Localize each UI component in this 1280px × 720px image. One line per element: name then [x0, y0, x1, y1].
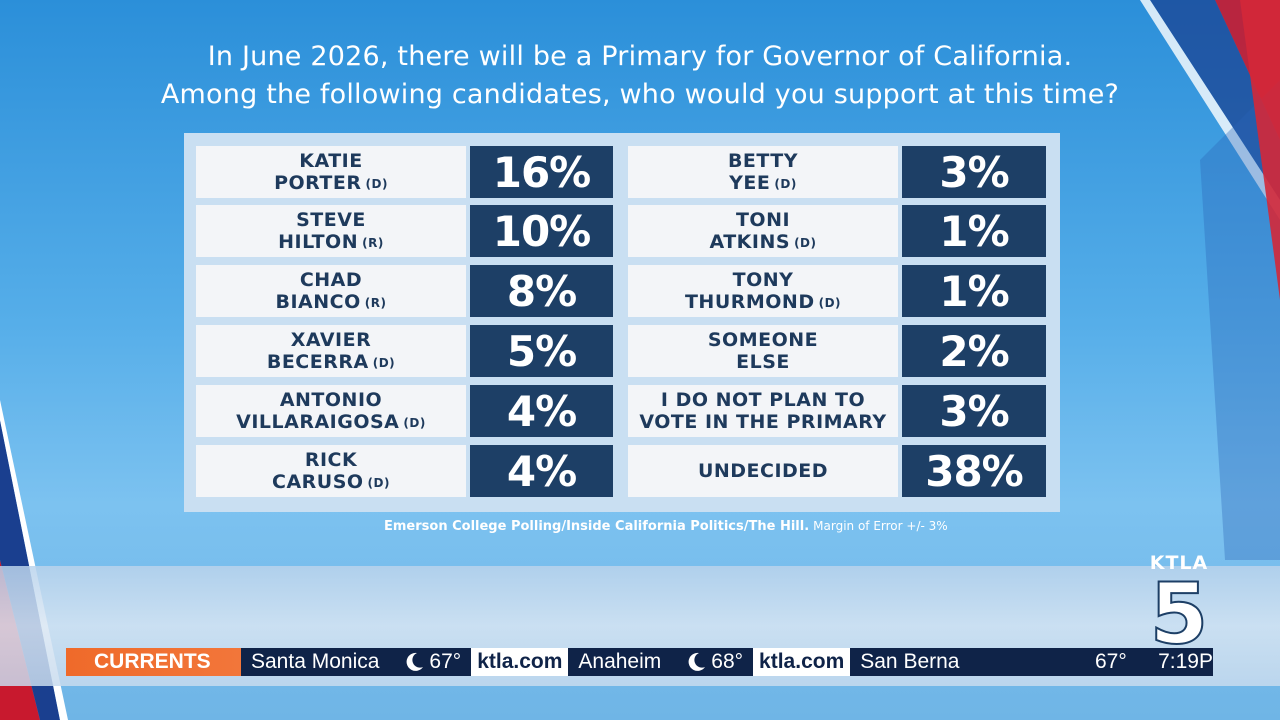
ticker-city: Santa Monica	[251, 650, 380, 673]
moon-icon	[407, 652, 424, 671]
candidate-name-line-2: THURMOND (D)	[685, 291, 841, 314]
candidate-name: SOMEONE ELSE	[628, 325, 898, 377]
station-logo: KTLA 5	[1141, 552, 1217, 663]
clock-temp: 67°	[1095, 650, 1127, 673]
candidate-name: BETTY YEE (D)	[628, 146, 898, 198]
candidate-surname: ATKINS	[709, 230, 791, 253]
candidate-name-line-2: ATKINS (D)	[709, 231, 816, 254]
ticker-item: Anaheim 68° ktla.com	[568, 648, 851, 676]
source-text: Emerson College Polling/Inside Californi…	[384, 519, 810, 534]
ticker-item: Santa Monica 67° ktla.com	[241, 648, 569, 676]
source-note: Emerson College Polling/Inside Californi…	[384, 519, 948, 534]
moon-icon	[688, 652, 706, 671]
margin-of-error: Margin of Error +/- 3%	[813, 519, 948, 533]
candidate-name-line-1: XAVIER	[290, 328, 372, 351]
party-affiliation: (D)	[794, 235, 817, 250]
candidate-name: KATIE PORTER (D)	[196, 146, 466, 198]
candidate-surname: VILLARAIGOSA	[236, 410, 400, 433]
candidate-name-line-2: CARUSO (D)	[272, 471, 390, 494]
headline-line-2: Among the following candidates, who woul…	[160, 79, 1120, 110]
party-affiliation: (R)	[362, 235, 384, 250]
support-percentage: 1%	[902, 265, 1046, 317]
clock-time: 7:19P	[1158, 650, 1213, 673]
candidate-name-line-1: SOMEONE	[707, 329, 819, 351]
support-percentage: 2%	[902, 325, 1046, 377]
candidate-surname: CARUSO	[272, 470, 364, 493]
candidate-name-line-2: VILLARAIGOSA (D)	[236, 411, 426, 434]
ticker-temp: 67°	[429, 650, 462, 673]
party-affiliation: (D)	[365, 176, 388, 191]
ticker-temp: 68°	[711, 650, 744, 673]
ticker-site-link: ktla.com	[753, 648, 851, 676]
candidate-name-line-2: HILTON (R)	[278, 231, 384, 254]
candidate-surname: BIANCO	[275, 290, 361, 313]
support-percentage: 5%	[470, 325, 613, 377]
candidate-name-line-1: STEVE	[296, 208, 366, 231]
support-percentage: 10%	[470, 205, 613, 257]
candidate-surname: ELSE	[736, 351, 790, 373]
ticker-label: CURRENTS	[66, 648, 241, 676]
ticker-city: San Berna	[860, 650, 960, 673]
candidate-name-line-2: ELSE	[736, 351, 790, 373]
ticker-clock: 67° 7:19P	[1079, 648, 1213, 676]
candidate-name: UNDECIDED	[628, 445, 898, 497]
support-percentage: 8%	[470, 265, 613, 317]
candidate-name-line-2: VOTE IN THE PRIMARY	[639, 411, 886, 433]
party-affiliation: (D)	[818, 295, 842, 310]
party-affiliation: (R)	[364, 295, 387, 310]
candidate-name-line-2: PORTER (D)	[274, 172, 388, 195]
candidate-name: STEVE HILTON (R)	[196, 205, 466, 257]
candidate-name-line-1: UNDECIDED	[697, 460, 829, 482]
ticker-item: San Berna	[850, 650, 969, 674]
candidate-name: ANTONIO VILLARAIGOSA (D)	[196, 385, 466, 437]
party-affiliation: (D)	[403, 415, 426, 430]
candidate-name-line-1: TONI	[735, 208, 791, 231]
support-percentage: 4%	[470, 445, 613, 497]
candidate-surname: BECERRA	[266, 350, 369, 373]
candidate-name-line-1: TONY	[732, 268, 794, 291]
party-affiliation: (D)	[367, 475, 390, 490]
candidate-surname: THURMOND	[684, 290, 815, 313]
candidate-name: XAVIER BECERRA (D)	[196, 325, 466, 377]
candidate-name: I DO NOT PLAN TO VOTE IN THE PRIMARY	[628, 385, 898, 437]
candidate-name-line-2: BECERRA (D)	[267, 351, 395, 374]
candidate-name-line-2: BIANCO (R)	[276, 291, 387, 314]
candidate-name-line-1: I DO NOT PLAN TO	[660, 389, 866, 411]
candidate-name-line-1: RICK	[304, 448, 358, 471]
candidate-name: CHAD BIANCO (R)	[196, 265, 466, 317]
candidate-surname: VOTE IN THE PRIMARY	[639, 411, 887, 433]
ticker-items: Santa Monica 67° ktla.com Anaheim 68° ktla.co…	[241, 648, 970, 676]
candidate-name: TONY THURMOND (D)	[628, 265, 898, 317]
support-percentage: 1%	[902, 205, 1046, 257]
support-percentage: 3%	[902, 146, 1046, 198]
candidate-name: TONI ATKINS (D)	[628, 205, 898, 257]
party-affiliation: (D)	[774, 176, 797, 191]
party-affiliation: (D)	[372, 355, 396, 370]
support-percentage: 16%	[470, 146, 613, 198]
support-percentage: 4%	[470, 385, 613, 437]
ticker-site-link: ktla.com	[471, 648, 569, 676]
ticker-city: Anaheim	[578, 650, 662, 673]
candidate-name-line-1: BETTY	[727, 149, 799, 172]
candidate-surname: HILTON	[278, 230, 359, 253]
candidate-surname: YEE	[729, 171, 771, 194]
candidate-name-line-1: ANTONIO	[279, 388, 383, 411]
station-name: KTLA	[1149, 552, 1209, 574]
candidate-name: RICK CARUSO (D)	[196, 445, 466, 497]
candidate-name-line-2: YEE (D)	[729, 172, 797, 195]
headline: In June 2026, there will be a Primary fo…	[60, 38, 1220, 114]
channel-number: 5	[1149, 565, 1209, 663]
news-ticker: CURRENTS Santa Monica 67° ktla.com Anaheim 6…	[66, 648, 1213, 676]
support-percentage: 38%	[902, 445, 1046, 497]
candidate-name-line-1: KATIE	[299, 149, 363, 172]
headline-line-1: In June 2026, there will be a Primary fo…	[207, 41, 1073, 72]
support-percentage: 3%	[902, 385, 1046, 437]
candidate-name-line-1: CHAD	[299, 268, 363, 291]
candidate-surname: PORTER	[274, 171, 362, 194]
